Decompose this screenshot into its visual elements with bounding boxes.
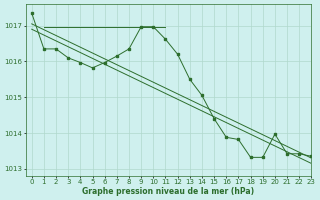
- X-axis label: Graphe pression niveau de la mer (hPa): Graphe pression niveau de la mer (hPa): [83, 187, 255, 196]
